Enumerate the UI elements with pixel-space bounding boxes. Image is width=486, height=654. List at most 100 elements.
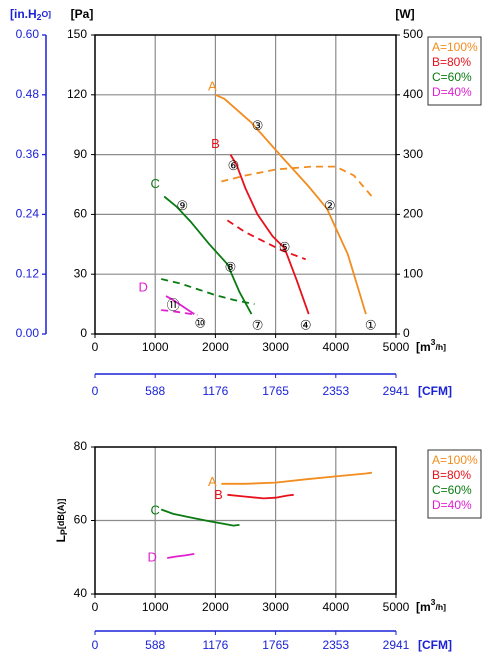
legend-box-bottom [427, 449, 482, 519]
series-line-D-pressure [165, 295, 195, 315]
pa-tick-label: 120 [67, 87, 87, 101]
inh2o-tick-label: 0.36 [16, 147, 40, 161]
series-line-A-power [221, 165, 373, 198]
operating-point-label: ⑩ [195, 315, 207, 330]
legend-box-top [427, 36, 482, 106]
x-tick-label: 2000 [202, 340, 229, 354]
operating-point-label: ④ [300, 317, 312, 332]
inh2o-tick-label: 0.60 [16, 27, 40, 41]
pa-tick-label: 30 [74, 266, 88, 280]
inh2o-unit-label-part: 2 [37, 12, 42, 22]
inh2o-tick-label: 0.48 [16, 87, 40, 101]
cfm-tick-label-bottom: 2941 [383, 638, 410, 652]
cfm-tick-label-bottom: 2353 [322, 638, 349, 652]
curve-label-D: D [147, 549, 156, 564]
curve-label-C: C [151, 502, 160, 517]
w-tick-label: 400 [403, 87, 423, 101]
m3h-unit-label-top-part: /h] [435, 342, 446, 352]
cfm-tick-label-bottom: 1176 [202, 638, 228, 652]
operating-point-label: ② [324, 198, 336, 213]
x-tick-label: 5000 [383, 340, 410, 354]
db-axis-label: LP[dB(A)] [54, 499, 69, 543]
plot-frame-top [94, 34, 397, 335]
m3h-unit-label-bottom-part: /h] [435, 602, 446, 612]
m3h-unit-label-top: [m3/h] [416, 337, 446, 354]
series-line-C-noise [160, 508, 240, 527]
legend-entry-bottom: C=60% [432, 483, 472, 497]
operating-point-label: ⑦ [252, 317, 264, 332]
curve-label-B: B [214, 487, 223, 502]
x-tick-label: 4000 [322, 600, 349, 614]
series-line-C-power [160, 278, 255, 305]
x-tick-label: 0 [92, 340, 99, 354]
x-tick-label: 3000 [262, 340, 289, 354]
cfm-tick-label-top: 588 [145, 384, 165, 398]
operating-point-label: ⑤ [279, 240, 291, 255]
series-line-C-pressure [163, 195, 253, 315]
db-axis-label-part: P [59, 529, 69, 535]
m3h-unit-label-bottom: [m3/h] [416, 597, 446, 614]
db-tick-label: 60 [74, 513, 88, 527]
inh2o-unit-label-part: [in.H [10, 7, 37, 21]
inh2o-tick-label: 0.12 [16, 266, 40, 280]
legend-entry-top: A=100% [432, 40, 478, 54]
operating-point-label: ⑧ [225, 260, 237, 275]
x-tick-label: 4000 [322, 340, 349, 354]
operating-point-label: ① [365, 317, 377, 332]
cfm-unit-label-bottom: [CFM] [418, 638, 452, 652]
cfm-tick-label-top: 1765 [262, 384, 289, 398]
legend-entry-top: C=60% [432, 70, 472, 84]
db-axis-label-part: [dB(A)] [56, 499, 66, 530]
cfm-tick-label-bottom: 0 [92, 638, 99, 652]
legend-entry-top: B=80% [432, 55, 471, 69]
operating-point-label: ⑪ [167, 298, 180, 313]
series-line-A-pressure [215, 93, 367, 315]
curve-label-A: A [208, 474, 217, 489]
cfm-tick-label-bottom: 1765 [262, 638, 289, 652]
pa-tick-label: 90 [74, 147, 88, 161]
x-tick-label: 5000 [383, 600, 410, 614]
legend-entry-bottom: B=80% [432, 468, 471, 482]
pa-tick-label: 0 [80, 326, 87, 340]
series-line-A-noise [221, 471, 373, 485]
x-tick-label: 2000 [202, 600, 229, 614]
pa-tick-label: 60 [74, 207, 88, 221]
cfm-tick-label-top: 0 [92, 384, 99, 398]
w-tick-label: 500 [403, 27, 423, 41]
inh2o-tick-label: 0.00 [16, 326, 40, 340]
curve-label-D: D [138, 280, 147, 295]
w-tick-label: 0 [403, 326, 410, 340]
w-tick-label: 100 [403, 266, 423, 280]
x-tick-label: 1000 [142, 340, 169, 354]
operating-point-label: ⑨ [176, 198, 188, 213]
legend-entry-top: D=40% [432, 85, 472, 99]
cfm-tick-label-top: 2353 [322, 384, 349, 398]
operating-point-label: ⑥ [228, 158, 240, 173]
operating-point-label: ③ [252, 118, 264, 133]
legend-entry-bottom: A=100% [432, 453, 478, 467]
curve-label-B: B [211, 136, 220, 151]
series-line-B-pressure [229, 154, 310, 315]
cfm-unit-label-top: [CFM] [418, 384, 452, 398]
series-line-D-power [161, 309, 198, 316]
m3h-unit-label-top-part: 3 [431, 337, 436, 347]
cfm-tick-label-top: 1176 [202, 384, 228, 398]
cfm-tick-label-bottom: 588 [145, 638, 165, 652]
pa-tick-label: 150 [67, 27, 87, 41]
db-tick-label: 80 [74, 439, 88, 453]
x-tick-label: 1000 [142, 600, 169, 614]
m3h-unit-label-bottom-part: [m [416, 600, 431, 614]
w-tick-label: 300 [403, 147, 423, 161]
curve-label-A: A [208, 78, 217, 93]
inh2o-tick-label: 0.24 [16, 207, 40, 221]
series-line-B-noise [227, 493, 294, 500]
x-tick-label: 0 [92, 600, 99, 614]
x-tick-label: 3000 [262, 600, 289, 614]
m3h-unit-label-top-part: [m [416, 340, 431, 354]
db-axis-label-part: L [54, 535, 68, 542]
cfm-tick-label-top: 2941 [383, 384, 410, 398]
inh2o-unit-label: [in.H2O] [10, 7, 51, 22]
inh2o-unit-label-part: O] [41, 9, 51, 19]
pa-unit-label: [Pa] [71, 7, 94, 21]
